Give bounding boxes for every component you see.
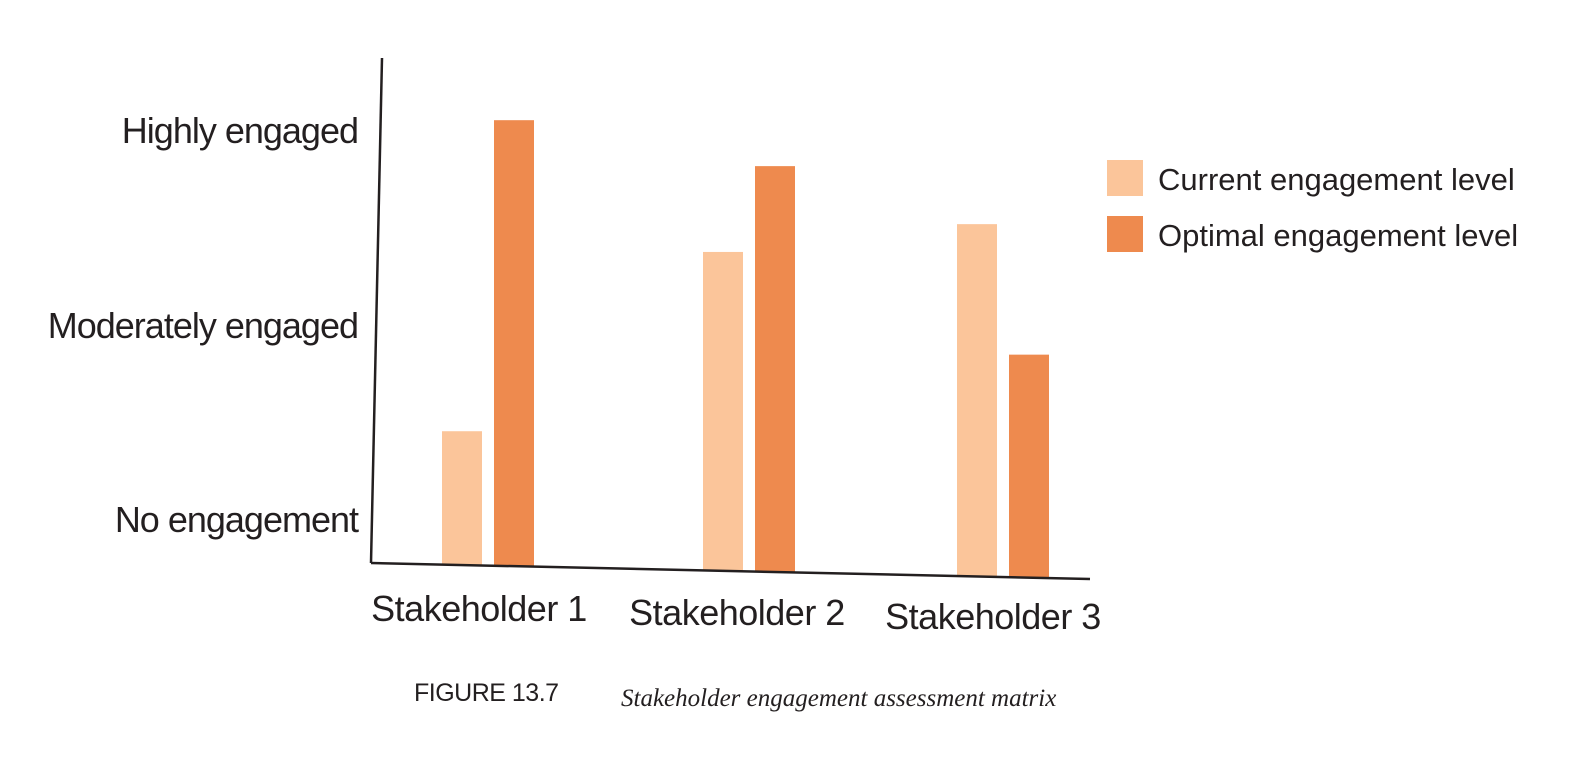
figure-caption: Stakeholder engagement assessment matrix bbox=[621, 685, 1057, 712]
y-tick-label: No engagement bbox=[115, 499, 359, 540]
legend: Current engagement level Optimal engageme… bbox=[1107, 160, 1518, 253]
axes-layer bbox=[369, 57, 1091, 581]
x-tick-labels: Stakeholder 1 Stakeholder 2 Stakeholder 3 bbox=[371, 588, 1101, 637]
bar-current-1 bbox=[442, 431, 482, 566]
x-axis-line bbox=[370, 561, 1091, 581]
y-tick-label: Highly engaged bbox=[122, 110, 358, 151]
legend-swatch-optimal bbox=[1107, 216, 1143, 252]
legend-swatch-current bbox=[1107, 160, 1143, 196]
bars-layer bbox=[442, 120, 1049, 578]
y-axis-line bbox=[369, 57, 384, 564]
bar-current-2 bbox=[703, 251, 743, 571]
bar-optimal-2 bbox=[755, 166, 795, 572]
x-tick-label: Stakeholder 2 bbox=[629, 592, 845, 633]
legend-label-current: Current engagement level bbox=[1158, 162, 1515, 197]
figure-number: FIGURE 13.7 bbox=[414, 679, 559, 707]
y-tick-label: Moderately engaged bbox=[48, 305, 358, 346]
bar-optimal-3 bbox=[1009, 354, 1049, 578]
x-tick-label: Stakeholder 1 bbox=[371, 588, 587, 629]
legend-label-optimal: Optimal engagement level bbox=[1158, 218, 1518, 253]
bar-current-3 bbox=[957, 224, 997, 577]
bar-optimal-1 bbox=[494, 120, 534, 567]
y-tick-labels: No engagement Moderately engaged Highly en… bbox=[48, 110, 360, 540]
x-tick-label: Stakeholder 3 bbox=[885, 596, 1101, 637]
